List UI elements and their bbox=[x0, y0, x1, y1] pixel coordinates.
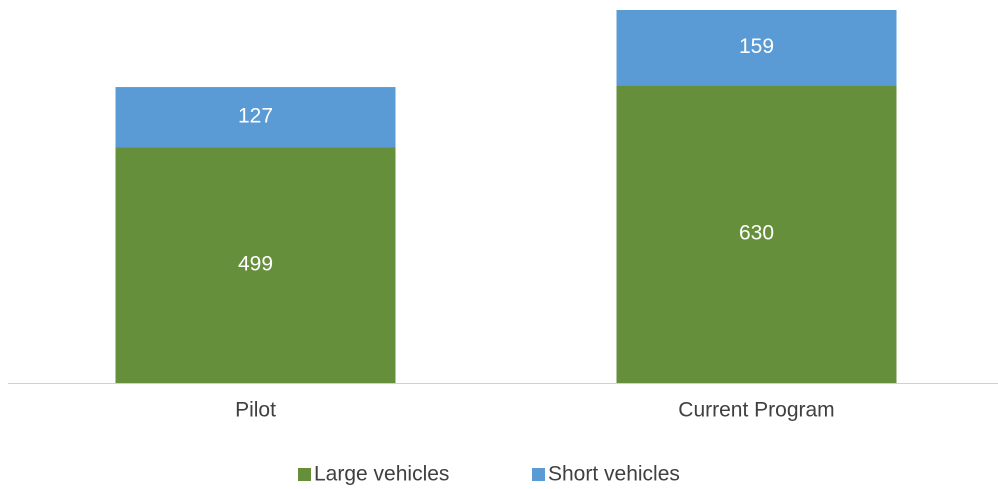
legend-label: Short vehicles bbox=[548, 463, 680, 486]
bar-segment bbox=[115, 87, 396, 148]
bar-segment bbox=[616, 85, 897, 383]
bar-segment bbox=[616, 10, 897, 86]
bar-segment bbox=[115, 147, 396, 383]
legend-swatch bbox=[298, 468, 311, 481]
data-label: 127 bbox=[238, 105, 273, 128]
legend-label: Large vehicles bbox=[314, 463, 449, 486]
legend-swatch bbox=[532, 468, 545, 481]
data-label: 630 bbox=[739, 222, 774, 245]
x-tick-label: Current Program bbox=[678, 399, 834, 422]
data-label: 499 bbox=[238, 253, 273, 276]
data-label: 159 bbox=[739, 35, 774, 58]
x-tick-label: Pilot bbox=[235, 399, 276, 422]
